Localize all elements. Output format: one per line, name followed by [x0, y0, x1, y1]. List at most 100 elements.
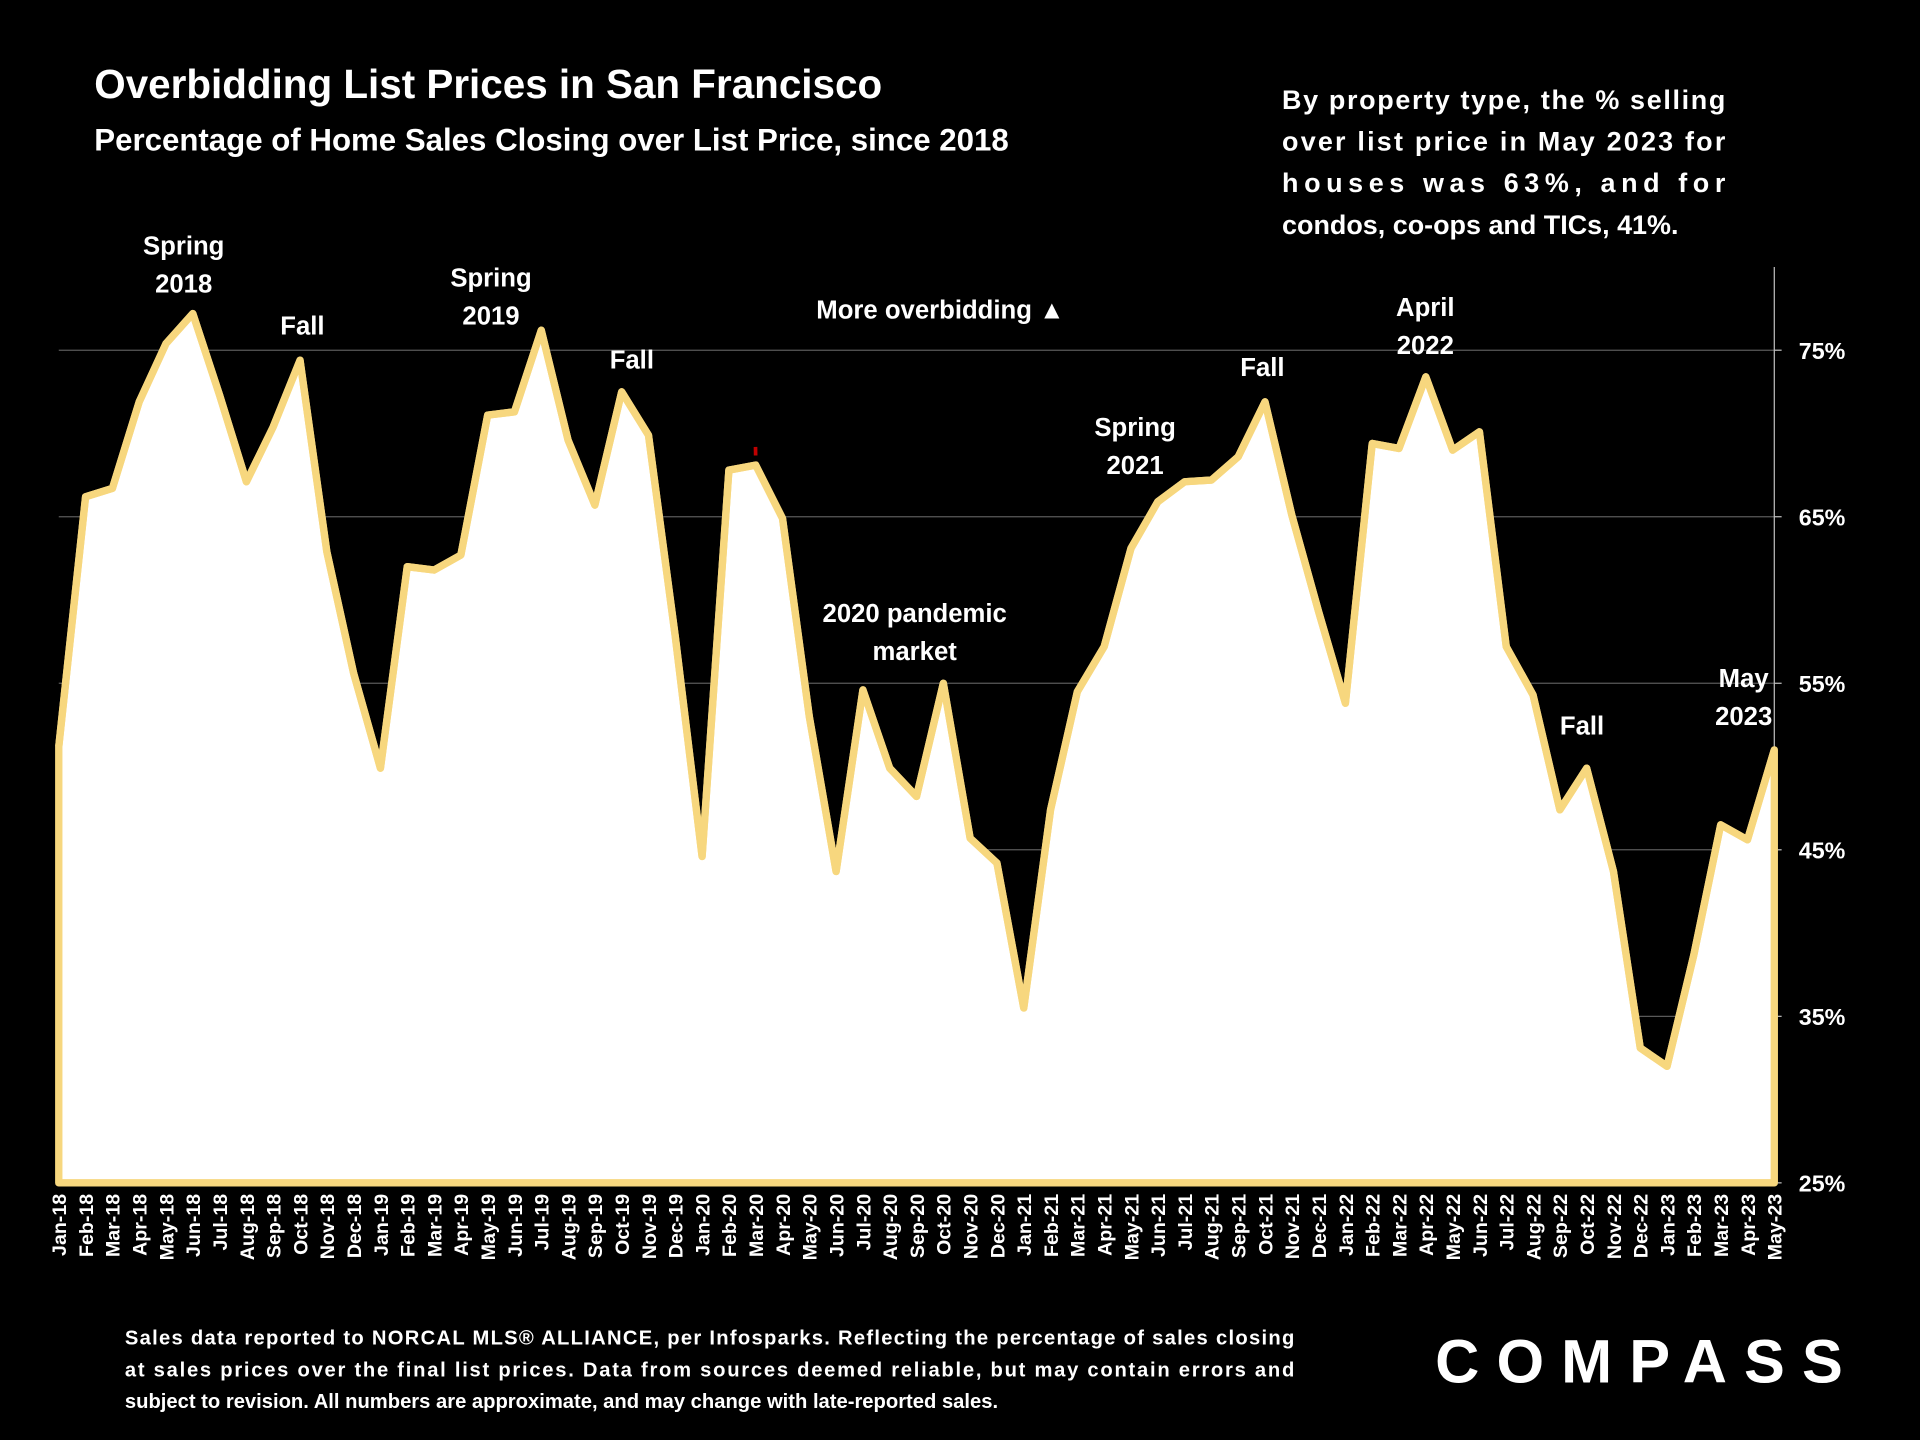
x-tick-label: Nov-21	[1282, 1194, 1304, 1259]
annotation: Mid- Winter	[658, 889, 738, 955]
chart-subtitle: Percentage of Home Sales Closing over Li…	[94, 123, 1008, 158]
x-tick-label: Sep-19	[585, 1194, 607, 1258]
x-tick-label: Feb-23	[1684, 1194, 1706, 1257]
x-tick-label: Mar-22	[1389, 1194, 1411, 1257]
x-tick-label: Nov-20	[960, 1194, 982, 1259]
side-note-line: houses was 63%, and for	[1282, 168, 1726, 198]
annotation-line: market	[873, 638, 958, 666]
x-tick-label: Sep-18	[264, 1194, 286, 1258]
x-tick-label: Jun-22	[1470, 1194, 1492, 1257]
x-tick-label: Aug-18	[237, 1194, 259, 1260]
annotation: May 2023	[1715, 665, 1772, 731]
x-tick-label: Dec-20	[987, 1194, 1009, 1258]
y-tick-label: 35%	[1799, 1004, 1846, 1030]
annotation-line: 2021	[1107, 452, 1164, 480]
annotation-line: May	[1719, 665, 1770, 693]
x-tick-label: Apr-23	[1738, 1194, 1760, 1256]
annotation-line: April	[1396, 294, 1455, 322]
annotation-line: Winter	[341, 841, 421, 869]
x-tick-label: Oct-18	[290, 1194, 312, 1255]
x-tick-label: Mar-18	[103, 1194, 125, 1257]
x-tick-label: Jan-18	[49, 1194, 71, 1256]
x-tick-label: May-19	[478, 1194, 500, 1260]
footnote-line: Sales data reported to NORCAL MLS® ALLIA…	[125, 1327, 1294, 1349]
annotation-line: Mid-	[354, 803, 407, 831]
note-line: Sales in 1 month mostly reflect market	[94, 969, 652, 999]
chart-title: Overbidding List Prices in San Francisco	[94, 61, 882, 107]
annotation-line: More overbidding ▲	[816, 296, 1064, 324]
annotation-line: 2023	[1715, 703, 1772, 731]
annotation-line: Mid-	[672, 889, 725, 917]
annotation: Mid- Winter	[983, 1034, 1063, 1100]
x-tick-label: Sep-20	[907, 1194, 929, 1258]
x-tick-label: Aug-20	[880, 1194, 902, 1260]
x-tick-label: Apr-19	[451, 1194, 473, 1256]
x-tick-label: Jan-21	[1014, 1194, 1036, 1256]
x-tick-label: Nov-19	[639, 1194, 661, 1259]
x-tick-label: Apr-18	[130, 1194, 152, 1256]
x-tick-label: Jun-18	[183, 1194, 205, 1257]
x-tick-label: Jul-22	[1497, 1194, 1519, 1251]
annotation: 2020 pandemic market	[823, 600, 1007, 666]
x-tick-label: Jan-20	[692, 1194, 714, 1256]
y-tick-label: 65%	[1799, 504, 1846, 530]
annotation-line: 2018	[155, 271, 212, 299]
x-tick-label: Mar-20	[746, 1194, 768, 1257]
x-tick-label: May-18	[156, 1194, 178, 1260]
x-tick-label: Nov-22	[1604, 1194, 1626, 1259]
annotation-line: 2019	[462, 302, 519, 330]
x-tick-label: Apr-22	[1416, 1194, 1438, 1256]
x-tick-label: Jul-20	[853, 1194, 875, 1251]
x-tick-label: Jan-22	[1336, 1194, 1358, 1256]
y-tick-label: 55%	[1799, 671, 1846, 697]
x-tick-label: Sep-22	[1550, 1194, 1572, 1258]
logo: COMPASS	[1435, 1327, 1843, 1395]
x-tick-label: Aug-21	[1202, 1194, 1224, 1260]
x-tick-label: May-22	[1443, 1194, 1465, 1260]
x-tick-label: Aug-19	[558, 1194, 580, 1260]
note-line: dynamics in the previous month.	[94, 1011, 652, 1041]
x-tick-label: May-20	[800, 1194, 822, 1260]
annotation: Mid- Winter	[341, 803, 421, 869]
x-tick-label: Jul-19	[532, 1194, 554, 1251]
annotation: More overbidding ▲	[816, 296, 1064, 324]
annotation: Spring 2019	[450, 265, 531, 331]
y-tick-label: 25%	[1799, 1170, 1846, 1196]
annotation-line: Winter	[1628, 1129, 1708, 1157]
x-tick-label: Jan-23	[1657, 1194, 1679, 1256]
annotation-line: Fall	[1560, 713, 1604, 741]
annotation: Mid- Winter	[1628, 1091, 1708, 1157]
annotation-line: Winter	[658, 927, 738, 955]
annotation-line: Fall	[280, 312, 324, 340]
x-tick-label: Aug-22	[1523, 1194, 1545, 1260]
x-tick-label: Jan-19	[371, 1194, 393, 1256]
annotation-line: Mid-	[1324, 740, 1377, 768]
line	[55, 309, 1778, 1070]
x-tick-label: Feb-19	[398, 1194, 420, 1257]
x-tick-label: Feb-21	[1041, 1194, 1063, 1257]
annotation-line: Fall	[1240, 354, 1284, 382]
x-tick-label: Mar-21	[1068, 1194, 1090, 1257]
x-tick-label: Oct-22	[1577, 1194, 1599, 1255]
x-tick-label: Mar-23	[1711, 1194, 1733, 1257]
x-tick-label: Jul-21	[1175, 1194, 1197, 1251]
annotation: Fall	[280, 312, 324, 340]
annotation: April 2022	[1396, 294, 1455, 360]
x-tick-label: Feb-18	[76, 1194, 98, 1257]
annotation-line: Mid-	[1641, 1091, 1694, 1119]
x-tick-label: May-23	[1765, 1194, 1787, 1260]
x-tick-label: Oct-19	[612, 1194, 634, 1255]
annotation: Pandemic hits ▲	[564, 1136, 771, 1164]
note-line: Seasonal ebbs and flows are typical.	[94, 1052, 562, 1082]
x-tick-label: Oct-21	[1255, 1194, 1277, 1255]
annotation: Mid- Winter	[1311, 740, 1391, 806]
x-tick-label: Dec-19	[666, 1194, 688, 1258]
side-note-line: condos, co-ops and TICs, 41%.	[1282, 210, 1678, 240]
annotation-line: 2020 pandemic	[823, 600, 1007, 628]
annotation-line: Spring	[450, 265, 531, 293]
annotation-line: Winter	[983, 1071, 1063, 1099]
annotation-line: Pandemic hits ▲	[564, 1136, 771, 1164]
annotation-line: Fall	[610, 347, 654, 375]
annotation: Fall	[610, 347, 654, 375]
